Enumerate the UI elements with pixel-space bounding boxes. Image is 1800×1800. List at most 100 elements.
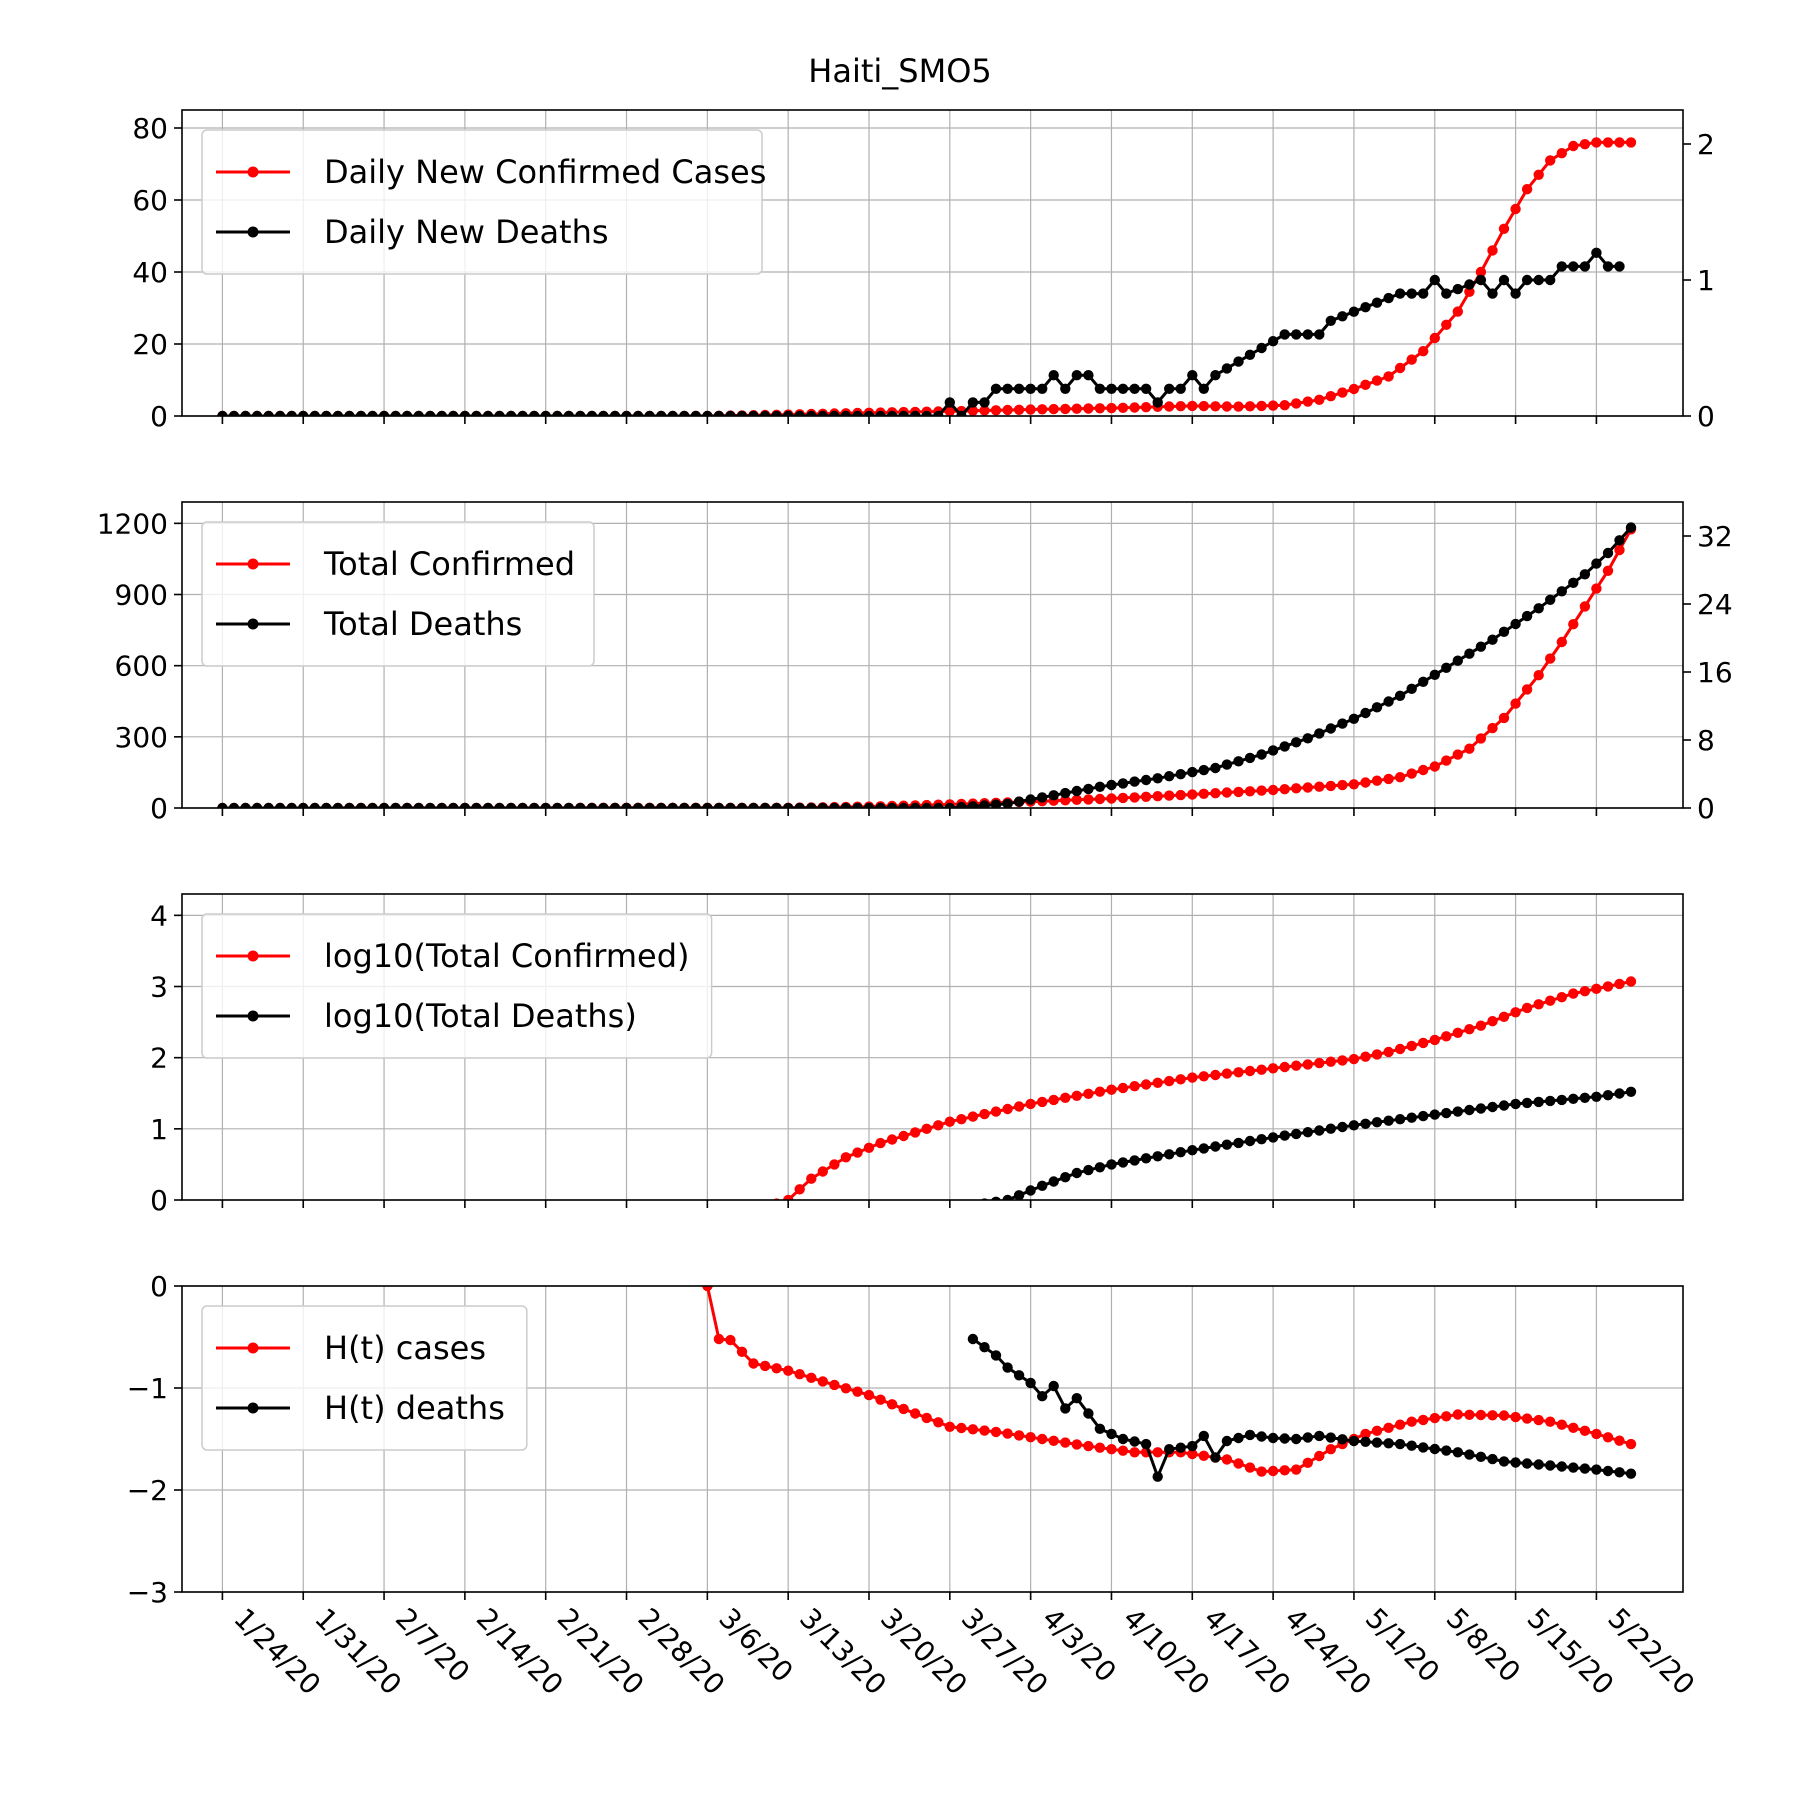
- data-point: [1106, 779, 1117, 791]
- data-point: [1533, 1414, 1544, 1426]
- data-point: [1175, 789, 1186, 801]
- data-point: [1360, 302, 1371, 313]
- data-point: [217, 410, 228, 416]
- data-point: [621, 410, 632, 416]
- data-point: [1360, 1428, 1371, 1440]
- data-point: [1013, 1101, 1025, 1112]
- data-point: [1337, 1434, 1348, 1445]
- data-point: [829, 1159, 840, 1170]
- x-tick-label: 2/21/20: [551, 1602, 651, 1702]
- data-point: [1140, 1438, 1152, 1450]
- y-tick-label: 900: [115, 579, 168, 612]
- x-tick-label: 1/31/20: [308, 1602, 408, 1702]
- data-point: [736, 410, 748, 416]
- data-point: [1060, 1092, 1071, 1104]
- data-point: [540, 410, 551, 416]
- data-point: [794, 1184, 805, 1195]
- data-point: [863, 802, 875, 808]
- data-point: [1591, 247, 1602, 258]
- data-point: [933, 410, 944, 416]
- data-point: [1475, 641, 1487, 652]
- data-point: [1418, 1037, 1429, 1049]
- data-point: [990, 405, 1002, 416]
- data-point: [1129, 792, 1140, 803]
- data-point: [1013, 1430, 1025, 1441]
- data-point: [1094, 1442, 1106, 1453]
- data-point: [1083, 783, 1094, 795]
- data-point: [1152, 773, 1163, 784]
- data-point: [1498, 223, 1510, 234]
- x-tick-label: 2/28/20: [632, 1602, 732, 1702]
- data-point: [1337, 779, 1348, 791]
- legend-label: H(t) cases: [324, 1329, 486, 1367]
- data-point: [1429, 669, 1441, 680]
- data-point: [1325, 315, 1337, 326]
- data-point: [1348, 306, 1360, 317]
- data-point: [1267, 400, 1279, 411]
- data-point: [1013, 383, 1025, 394]
- data-point: [1614, 261, 1625, 272]
- data-point: [1591, 1464, 1602, 1475]
- data-point: [586, 410, 598, 416]
- data-point: [1291, 398, 1302, 409]
- data-point: [1371, 1117, 1383, 1128]
- data-point: [1545, 653, 1556, 664]
- data-point: [251, 802, 263, 808]
- data-point: [390, 410, 401, 416]
- panel-3: 0 1 2 3 4 log10(Total Confirmed) log10(Total D…: [150, 893, 1684, 1217]
- data-point: [1060, 383, 1071, 394]
- legend-box: [201, 521, 595, 667]
- data-point: [1360, 379, 1371, 390]
- legend-marker: [247, 1342, 259, 1354]
- data-point: [783, 410, 794, 416]
- data-point: [1510, 1457, 1521, 1468]
- data-point: [1348, 383, 1360, 395]
- data-point: [1198, 400, 1210, 412]
- data-point: [1187, 400, 1198, 412]
- data-point: [979, 1108, 990, 1120]
- data-point: [1037, 1433, 1048, 1445]
- data-point: [298, 802, 309, 808]
- data-point: [1094, 793, 1106, 805]
- data-point: [1418, 1414, 1429, 1426]
- data-point: [1510, 618, 1521, 630]
- data-point: [1429, 274, 1441, 286]
- data-point: [1591, 1428, 1602, 1440]
- legend-marker: [247, 1010, 259, 1022]
- data-point: [1464, 286, 1475, 297]
- data-point: [956, 1114, 967, 1125]
- data-point: [1487, 722, 1498, 734]
- data-point: [1498, 1410, 1510, 1421]
- data-point: [286, 410, 297, 416]
- data-point: [1394, 1419, 1406, 1430]
- data-point: [1164, 771, 1175, 782]
- legend-marker: [247, 1402, 259, 1414]
- data-point: [1025, 383, 1036, 394]
- data-point: [1002, 1428, 1013, 1439]
- legend-marker: [247, 618, 259, 630]
- data-point: [956, 410, 967, 416]
- data-point: [1418, 676, 1429, 687]
- data-point: [1348, 1053, 1360, 1065]
- data-point: [1048, 370, 1059, 381]
- series-line-h-t-cases: [705, 1286, 1632, 1474]
- data-point: [1117, 792, 1129, 804]
- data-point: [505, 410, 517, 416]
- data-point: [1533, 670, 1544, 681]
- data-point: [1625, 1438, 1637, 1450]
- data-point: [1521, 684, 1533, 695]
- data-point: [1267, 336, 1279, 347]
- data-point: [401, 802, 413, 808]
- data-point: [759, 802, 771, 808]
- data-point: [1187, 766, 1198, 778]
- data-point: [1129, 1436, 1140, 1447]
- y-tick-label: 0: [150, 1270, 168, 1303]
- data-point: [609, 802, 621, 808]
- data-point: [448, 802, 459, 808]
- data-point: [910, 410, 921, 416]
- data-point: [702, 410, 713, 416]
- data-point: [1383, 1046, 1394, 1058]
- data-point: [1210, 1452, 1221, 1463]
- data-point: [1291, 737, 1302, 748]
